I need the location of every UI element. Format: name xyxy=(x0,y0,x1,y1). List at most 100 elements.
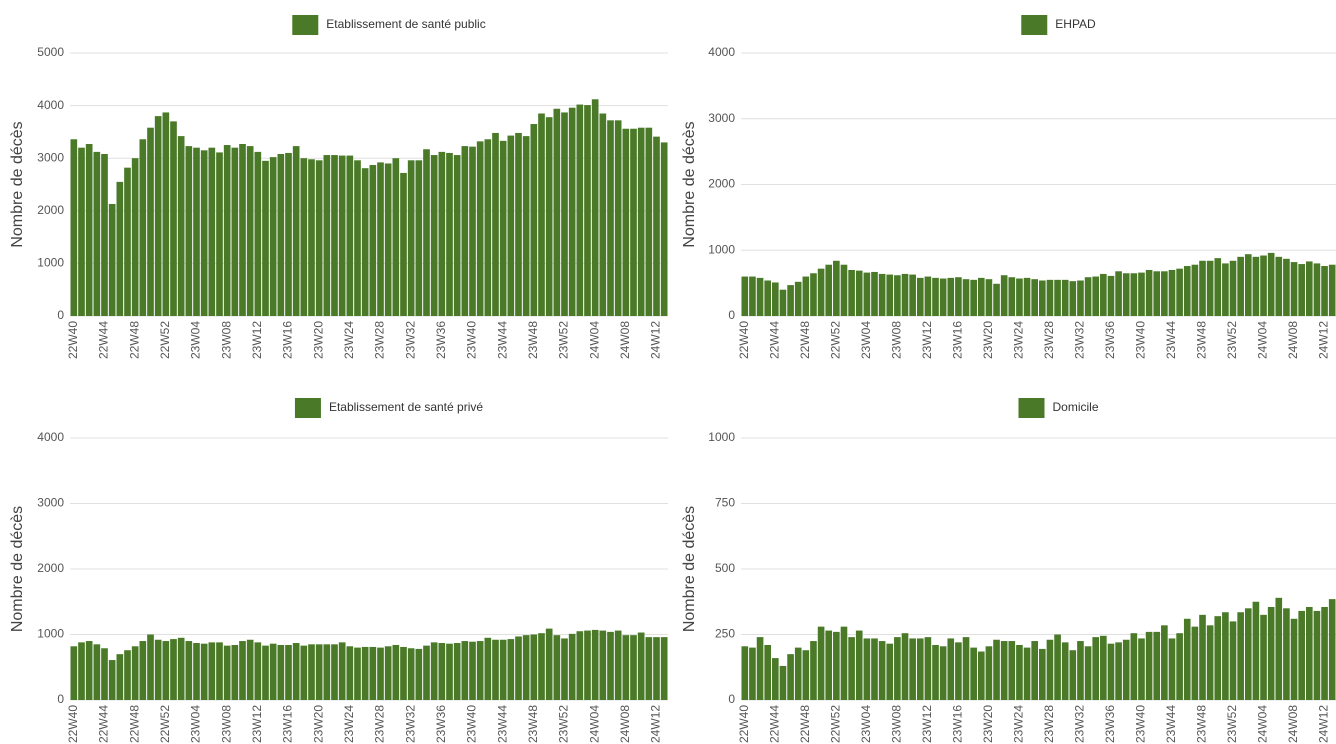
bar xyxy=(239,143,246,316)
x-tick-label: 23W28 xyxy=(1042,705,1056,743)
bar xyxy=(338,642,346,700)
bar xyxy=(231,644,239,700)
bar xyxy=(1092,276,1100,316)
bar xyxy=(147,634,154,700)
bar xyxy=(1229,621,1237,700)
x-tick-label: 23W48 xyxy=(1195,321,1209,359)
bar xyxy=(1100,635,1107,700)
x-tick-label: 23W04 xyxy=(859,705,873,743)
bar xyxy=(645,127,653,316)
bar xyxy=(1290,262,1298,316)
x-tick-label: 24W04 xyxy=(1256,321,1270,359)
bar xyxy=(461,146,469,316)
bar xyxy=(955,277,962,316)
x-tick-label: 24W04 xyxy=(587,321,601,359)
bar xyxy=(185,641,193,700)
bar xyxy=(848,637,855,700)
x-tick-label: 22W40 xyxy=(66,705,80,743)
x-tick-label: 23W28 xyxy=(373,705,387,743)
x-tick-label: 23W04 xyxy=(189,705,203,743)
bar xyxy=(300,645,308,700)
y-axis-title: Nombre de décès xyxy=(9,506,26,632)
bar xyxy=(1305,606,1313,700)
x-tick-label: 23W32 xyxy=(403,321,417,359)
bar xyxy=(193,147,200,316)
bar xyxy=(779,289,787,316)
bar xyxy=(522,635,530,700)
panel: 0 1000 2000 3000 4000 5000 Nombre de décès Etab… xyxy=(9,15,668,359)
bar xyxy=(802,276,810,316)
bar xyxy=(1275,597,1283,700)
bar xyxy=(415,648,423,700)
bar xyxy=(584,105,591,316)
bar xyxy=(599,630,607,700)
bar xyxy=(185,146,193,316)
bar xyxy=(924,637,932,700)
bar xyxy=(208,642,216,700)
bar xyxy=(1092,637,1100,700)
bar xyxy=(561,112,568,316)
x-tick-label: 23W52 xyxy=(1225,321,1239,359)
legend: EHPAD xyxy=(1021,15,1096,35)
bar xyxy=(1252,601,1260,700)
x-tick-label: 23W48 xyxy=(1195,705,1209,743)
bar xyxy=(530,124,538,316)
bar xyxy=(1191,264,1199,316)
x-tick-label: 22W40 xyxy=(737,705,751,743)
bar xyxy=(1237,612,1244,700)
bar xyxy=(177,136,185,316)
x-tick-label: 23W40 xyxy=(465,321,479,359)
x-tick-label: 23W08 xyxy=(890,321,904,359)
bar xyxy=(1138,272,1145,316)
x-tick-label: 24W08 xyxy=(618,321,632,359)
bar xyxy=(269,157,277,316)
y-tick-label: 4000 xyxy=(708,45,735,59)
bar xyxy=(1199,260,1206,316)
x-tick-label: 23W08 xyxy=(890,705,904,743)
bar xyxy=(515,132,522,316)
bar xyxy=(292,146,300,316)
bar xyxy=(499,140,507,316)
bar xyxy=(749,647,756,700)
bar xyxy=(637,632,645,700)
bar xyxy=(492,639,499,700)
bar xyxy=(1145,631,1153,700)
bar xyxy=(568,633,576,700)
bar xyxy=(101,648,108,700)
bar xyxy=(246,639,254,700)
bar xyxy=(1061,279,1069,316)
bar xyxy=(1031,279,1038,316)
bar xyxy=(630,635,637,700)
bar xyxy=(764,280,772,316)
bar xyxy=(139,641,147,700)
bar xyxy=(446,152,453,316)
y-tick-label: 3000 xyxy=(37,150,64,164)
bar xyxy=(453,155,461,316)
bar xyxy=(660,637,668,700)
bar xyxy=(208,147,216,316)
x-tick-label: 24W04 xyxy=(1256,705,1270,743)
x-tick-label: 23W16 xyxy=(951,321,965,359)
bar xyxy=(630,128,637,316)
x-tick-label: 24W08 xyxy=(1286,321,1300,359)
bar xyxy=(1298,264,1305,316)
x-tick-label: 23W52 xyxy=(1225,705,1239,743)
bar xyxy=(323,644,331,700)
bar xyxy=(423,149,430,316)
bar xyxy=(522,136,530,316)
bar xyxy=(1222,612,1229,700)
bar xyxy=(346,646,354,700)
x-tick-label: 23W52 xyxy=(557,705,571,743)
bar xyxy=(653,637,660,700)
bar xyxy=(1229,260,1237,316)
bar xyxy=(338,155,346,316)
bar xyxy=(576,631,584,700)
x-tick-label: 23W04 xyxy=(189,321,203,359)
y-tick-label: 4000 xyxy=(37,98,64,112)
bar xyxy=(438,151,446,316)
bar xyxy=(538,633,545,700)
bar xyxy=(1176,268,1183,316)
x-tick-label: 23W44 xyxy=(495,321,509,359)
bar xyxy=(614,630,622,700)
bar xyxy=(1237,256,1244,316)
